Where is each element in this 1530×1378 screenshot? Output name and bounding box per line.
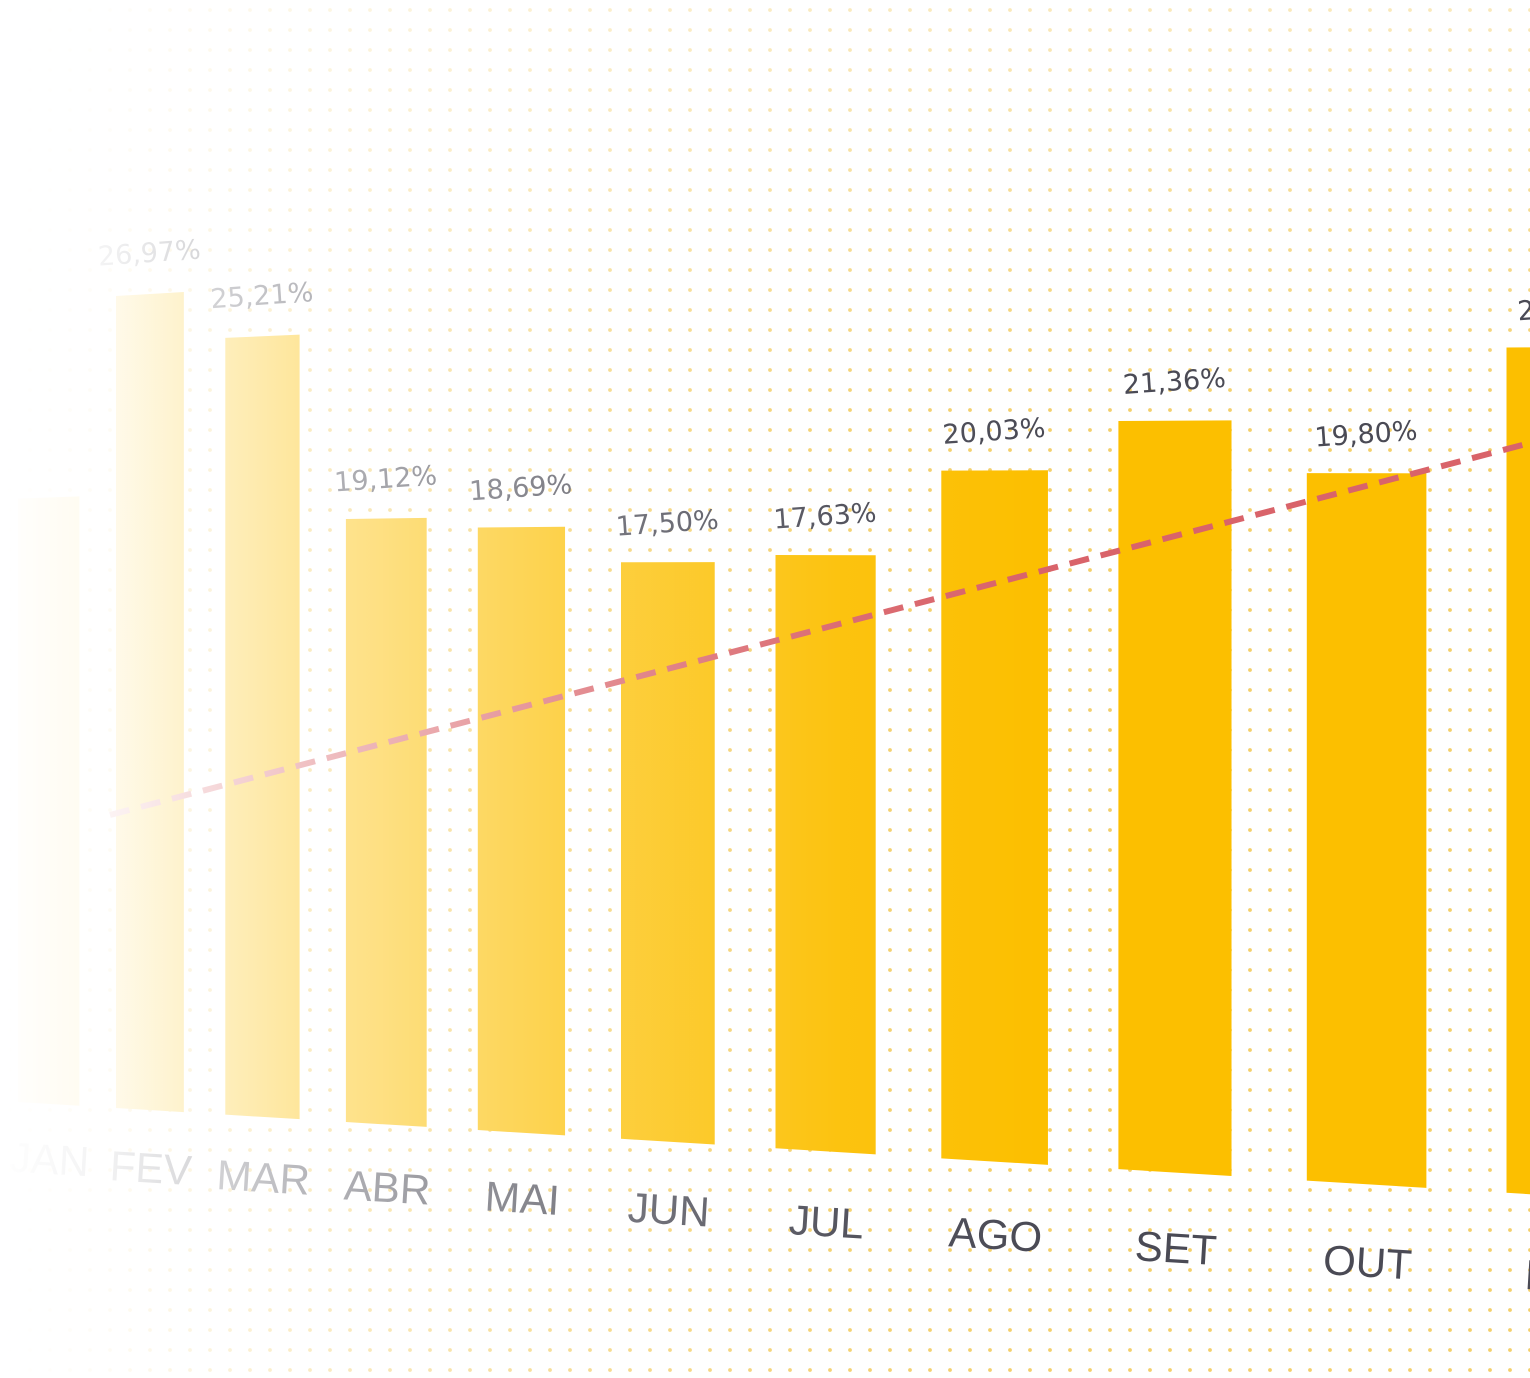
left-fade-overlay <box>0 0 1530 1378</box>
bar-chart: 26,97%25,21%19,12%18,69%17,50%17,63%20,0… <box>0 0 1530 1378</box>
